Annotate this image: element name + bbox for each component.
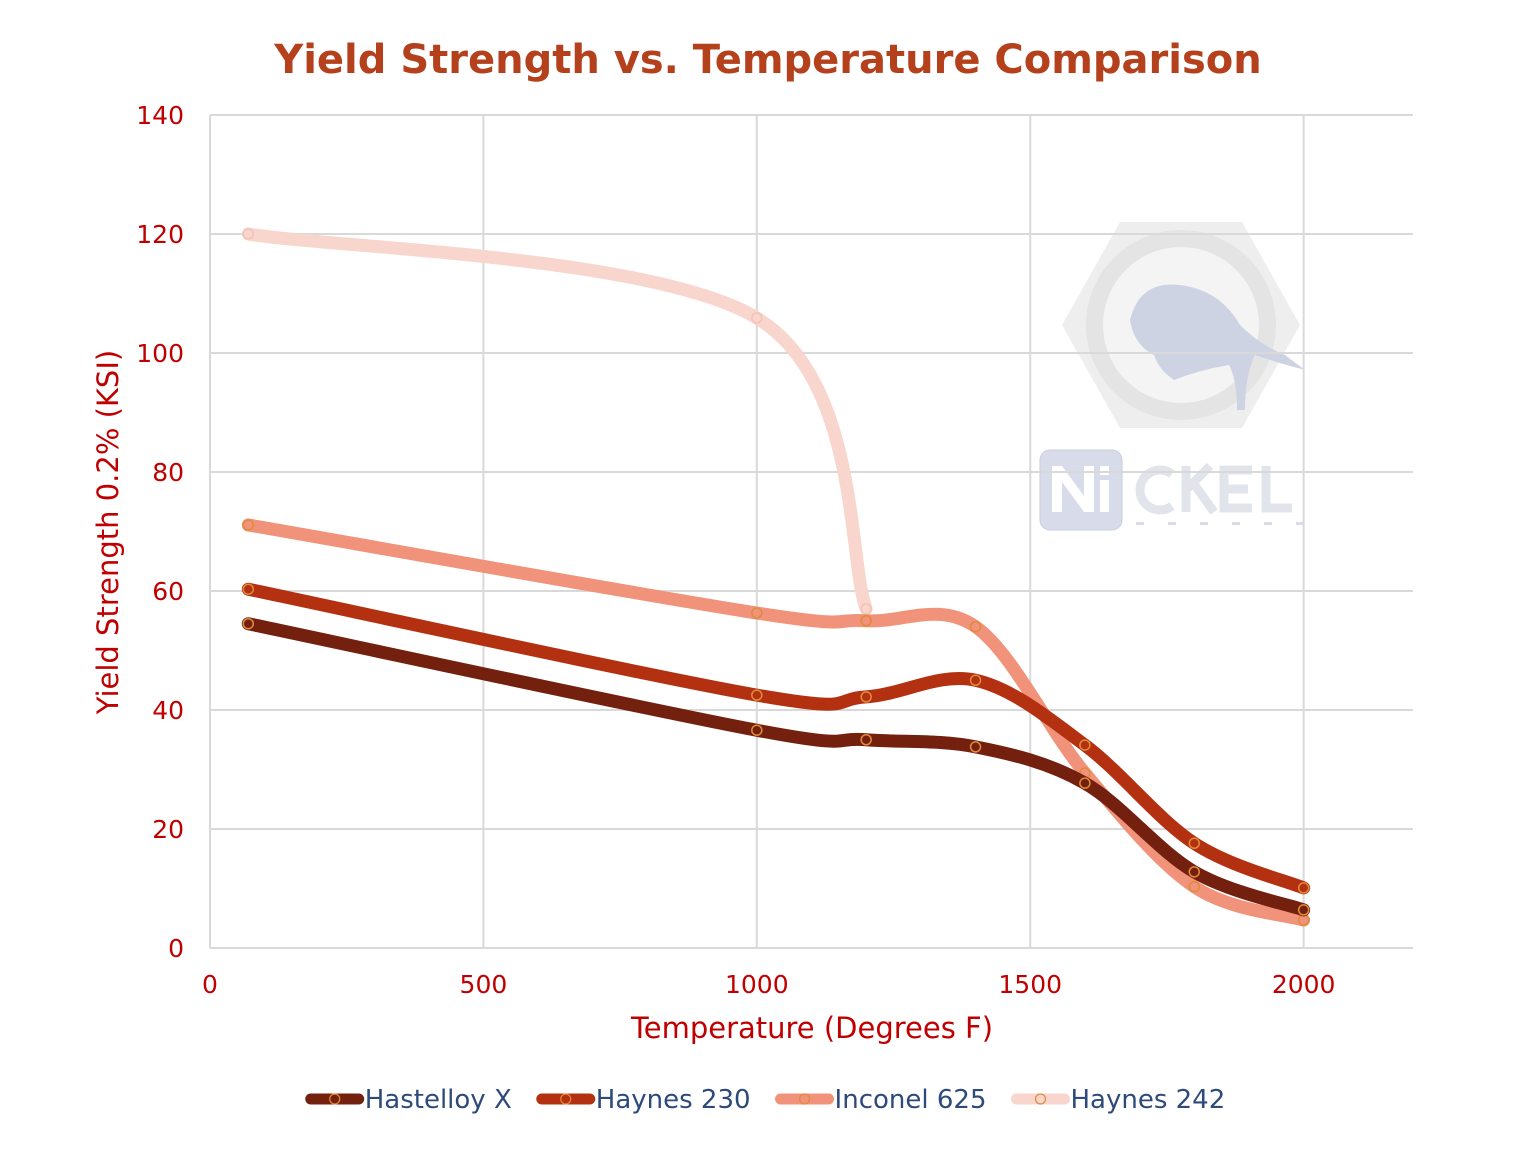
data-point (751, 689, 763, 701)
data-point (1188, 880, 1201, 893)
data-point (242, 583, 255, 595)
x-tick-label: 500 (460, 970, 508, 999)
legend-marker (329, 1093, 341, 1105)
y-tick-label: 60 (152, 577, 184, 606)
data-point (751, 312, 763, 324)
legend-label: Haynes 242 (1070, 1085, 1225, 1115)
data-point (860, 615, 872, 627)
data-point (1079, 739, 1091, 751)
legend-label: Inconel 625 (835, 1085, 987, 1115)
legend-label: Hastelloy X (365, 1085, 512, 1115)
data-point (1297, 882, 1310, 894)
series-haynes-230 (241, 582, 1311, 895)
data-point (751, 607, 763, 619)
data-point (860, 603, 872, 615)
series-line (241, 518, 1311, 927)
y-axis-label: Yield Strength 0.2% (KSI) (91, 350, 125, 715)
x-tick-label: 1000 (725, 970, 789, 999)
data-point (860, 691, 872, 703)
data-point (1188, 866, 1201, 878)
data-point (1297, 914, 1310, 926)
y-tick-label: 40 (152, 696, 184, 725)
y-tick-label: 0 (168, 934, 184, 963)
data-point (969, 620, 982, 633)
y-tick-label: 120 (136, 220, 184, 249)
data-point (969, 741, 982, 753)
data-point (751, 724, 763, 736)
series-line (241, 617, 1311, 917)
legend-item: Haynes 230 (536, 1085, 751, 1115)
x-tick-label: 0 (202, 970, 218, 999)
x-tick-label: 1500 (998, 970, 1062, 999)
data-point (860, 734, 872, 746)
series-inconel-625 (241, 518, 1311, 927)
nickel-systems-logo-watermark (1039, 222, 1305, 531)
series-haynes-242 (241, 227, 873, 616)
legend: Hastelloy X Haynes 230 Inconel 625 Haynes 2… (305, 1085, 1225, 1115)
chart-title: Yield Strength vs. Temperature Compariso… (273, 37, 1261, 83)
y-tick-label: 100 (136, 339, 184, 368)
legend-item: Haynes 242 (1010, 1085, 1225, 1115)
data-point (242, 228, 255, 240)
data-point (1079, 777, 1091, 789)
legend-marker (560, 1093, 572, 1105)
legend-item: Hastelloy X (305, 1085, 512, 1115)
y-tick-label: 80 (152, 458, 184, 487)
legend-marker (1034, 1093, 1047, 1105)
series-line (241, 227, 873, 616)
y-tick-label: 20 (152, 815, 184, 844)
y-tick-label: 140 (136, 101, 184, 130)
data-point (242, 519, 255, 531)
x-axis-label: Temperature (Degrees F) (630, 1011, 993, 1045)
series-line (241, 582, 1311, 895)
data-point (1188, 837, 1201, 850)
legend-item: Inconel 625 (775, 1085, 987, 1115)
series-hastelloy-x (241, 617, 1311, 917)
data-point (1297, 904, 1310, 916)
legend-marker (798, 1093, 811, 1105)
data-point (969, 674, 982, 686)
x-tick-label: 2000 (1272, 970, 1336, 999)
data-point (242, 617, 255, 630)
legend-label: Haynes 230 (596, 1085, 751, 1115)
